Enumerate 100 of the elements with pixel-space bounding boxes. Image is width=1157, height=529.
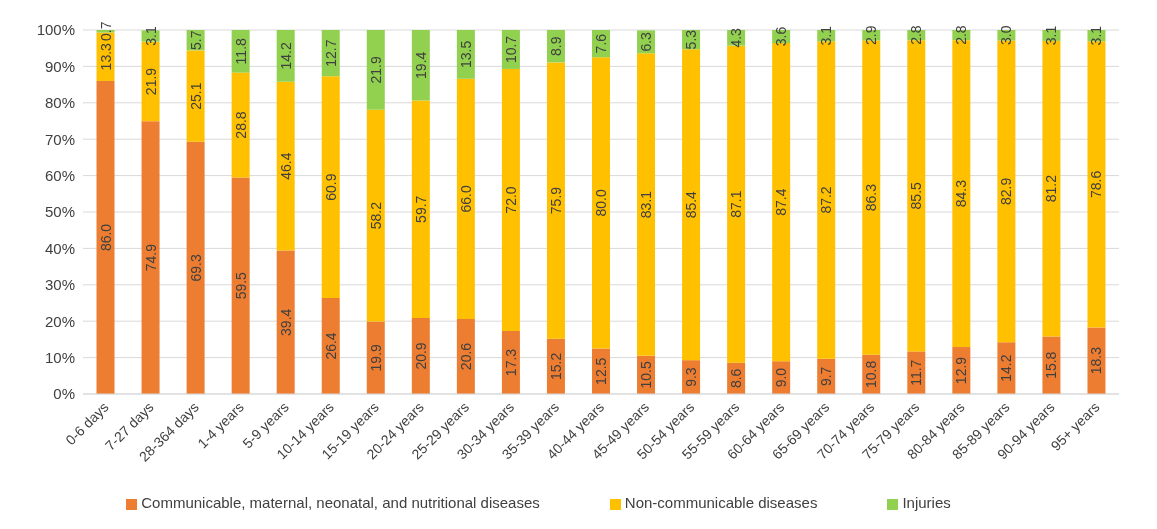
data-label: 25.1: [187, 82, 204, 110]
data-label: 3.0: [998, 25, 1015, 46]
bar: [231, 177, 250, 394]
data-label: 12.9: [953, 356, 970, 385]
data-label: 78.6: [1088, 170, 1105, 198]
bar: [276, 250, 295, 394]
data-label: 14.2: [277, 42, 294, 70]
y-tick-label: 20%: [44, 312, 75, 330]
data-label: 80.0: [592, 189, 609, 217]
data-label: 8.9: [547, 36, 564, 56]
data-label: 46.4: [277, 152, 294, 180]
data-label: 17.3: [502, 348, 519, 377]
bar: [186, 141, 205, 394]
data-label: 3.1: [1088, 25, 1105, 46]
data-label: 0.7: [97, 21, 114, 42]
bar: [366, 30, 385, 110]
data-label: 3.1: [142, 26, 159, 46]
data-label: 66.0: [457, 185, 474, 213]
legend-label: Injuries: [902, 494, 951, 511]
data-label: 10.8: [863, 360, 880, 388]
bar: [411, 100, 430, 318]
data-label: 59.7: [412, 195, 429, 223]
y-tick-label: 100%: [36, 21, 75, 39]
bar: [591, 57, 610, 349]
bar: [682, 49, 701, 361]
bar: [546, 62, 565, 339]
data-label: 2.8: [908, 25, 925, 45]
data-label: 9.0: [773, 367, 790, 388]
y-tick-label: 50%: [44, 203, 75, 221]
data-label: 82.9: [998, 177, 1015, 206]
data-label: 9.7: [818, 366, 835, 387]
data-label: 20.9: [412, 342, 429, 370]
data-label: 20.6: [457, 342, 474, 371]
bar: [456, 78, 475, 320]
bar: [231, 72, 250, 178]
data-label: 4.3: [728, 27, 745, 48]
data-label: 2.9: [863, 25, 880, 46]
data-label: 85.5: [908, 181, 925, 210]
data-label: 2.8: [953, 25, 970, 45]
data-label: 15.8: [1043, 351, 1060, 379]
data-label: 13.5: [457, 40, 474, 69]
data-label: 87.1: [728, 190, 745, 218]
data-label: 7.6: [592, 33, 609, 54]
data-label: 5.3: [683, 29, 700, 50]
bar: [186, 50, 205, 142]
data-label: 11.8: [232, 37, 249, 65]
data-label: 9.3: [683, 367, 700, 387]
data-label: 75.9: [547, 186, 564, 215]
y-tick-label: 60%: [44, 166, 75, 184]
data-label: 13.3: [97, 42, 114, 71]
data-label: 86.3: [863, 183, 880, 212]
legend-label: Non-communicable diseases: [624, 494, 818, 511]
bar: [411, 30, 430, 101]
data-label: 8.6: [728, 368, 745, 389]
bar: [321, 76, 340, 298]
legend-label: Communicable, maternal, neonatal, and nutritional diseases: [141, 494, 540, 511]
data-label: 69.3: [187, 254, 204, 282]
data-label: 28.8: [232, 111, 249, 139]
data-label: 3.6: [773, 26, 790, 47]
data-label: 21.9: [367, 56, 384, 84]
data-label: 86.0: [97, 223, 114, 252]
y-tick-label: 70%: [44, 130, 75, 148]
data-label: 72.0: [502, 186, 519, 214]
bar: [366, 109, 385, 322]
data-label: 3.1: [818, 25, 835, 46]
data-label: 60.9: [322, 173, 339, 201]
data-label: 12.7: [322, 39, 339, 67]
data-label: 59.5: [232, 271, 249, 300]
data-label: 74.9: [142, 243, 159, 272]
data-label: 15.2: [547, 352, 564, 380]
data-label: 3.1: [1043, 25, 1060, 46]
data-label: 83.1: [638, 190, 655, 219]
data-label: 84.3: [953, 179, 970, 208]
data-label: 5.7: [187, 30, 204, 50]
data-label: 10.5: [638, 361, 655, 389]
data-label: 26.4: [322, 332, 339, 360]
y-tick-label: 40%: [44, 239, 75, 257]
y-tick-label: 0%: [53, 385, 75, 403]
data-label: 87.4: [773, 188, 790, 216]
data-label: 58.2: [367, 201, 384, 230]
bar: [501, 68, 520, 332]
data-label: 12.5: [592, 357, 609, 385]
data-label: 19.4: [412, 51, 429, 79]
data-label: 21.9: [142, 67, 159, 96]
bar: [96, 80, 115, 394]
data-label: 87.2: [818, 186, 835, 214]
data-label: 85.4: [683, 190, 700, 219]
y-tick-label: 90%: [44, 57, 75, 75]
y-tick-label: 80%: [44, 94, 75, 112]
data-label: 14.2: [998, 354, 1015, 382]
data-label: 81.2: [1043, 174, 1060, 203]
bar: [276, 81, 295, 251]
data-label: 19.9: [367, 343, 384, 372]
data-label: 18.3: [1088, 346, 1105, 375]
bar: [637, 53, 656, 356]
bar: [141, 121, 160, 394]
y-tick-label: 30%: [44, 276, 75, 294]
bar: [321, 297, 340, 394]
data-label: 10.7: [502, 35, 519, 64]
data-label: 39.4: [277, 308, 294, 336]
